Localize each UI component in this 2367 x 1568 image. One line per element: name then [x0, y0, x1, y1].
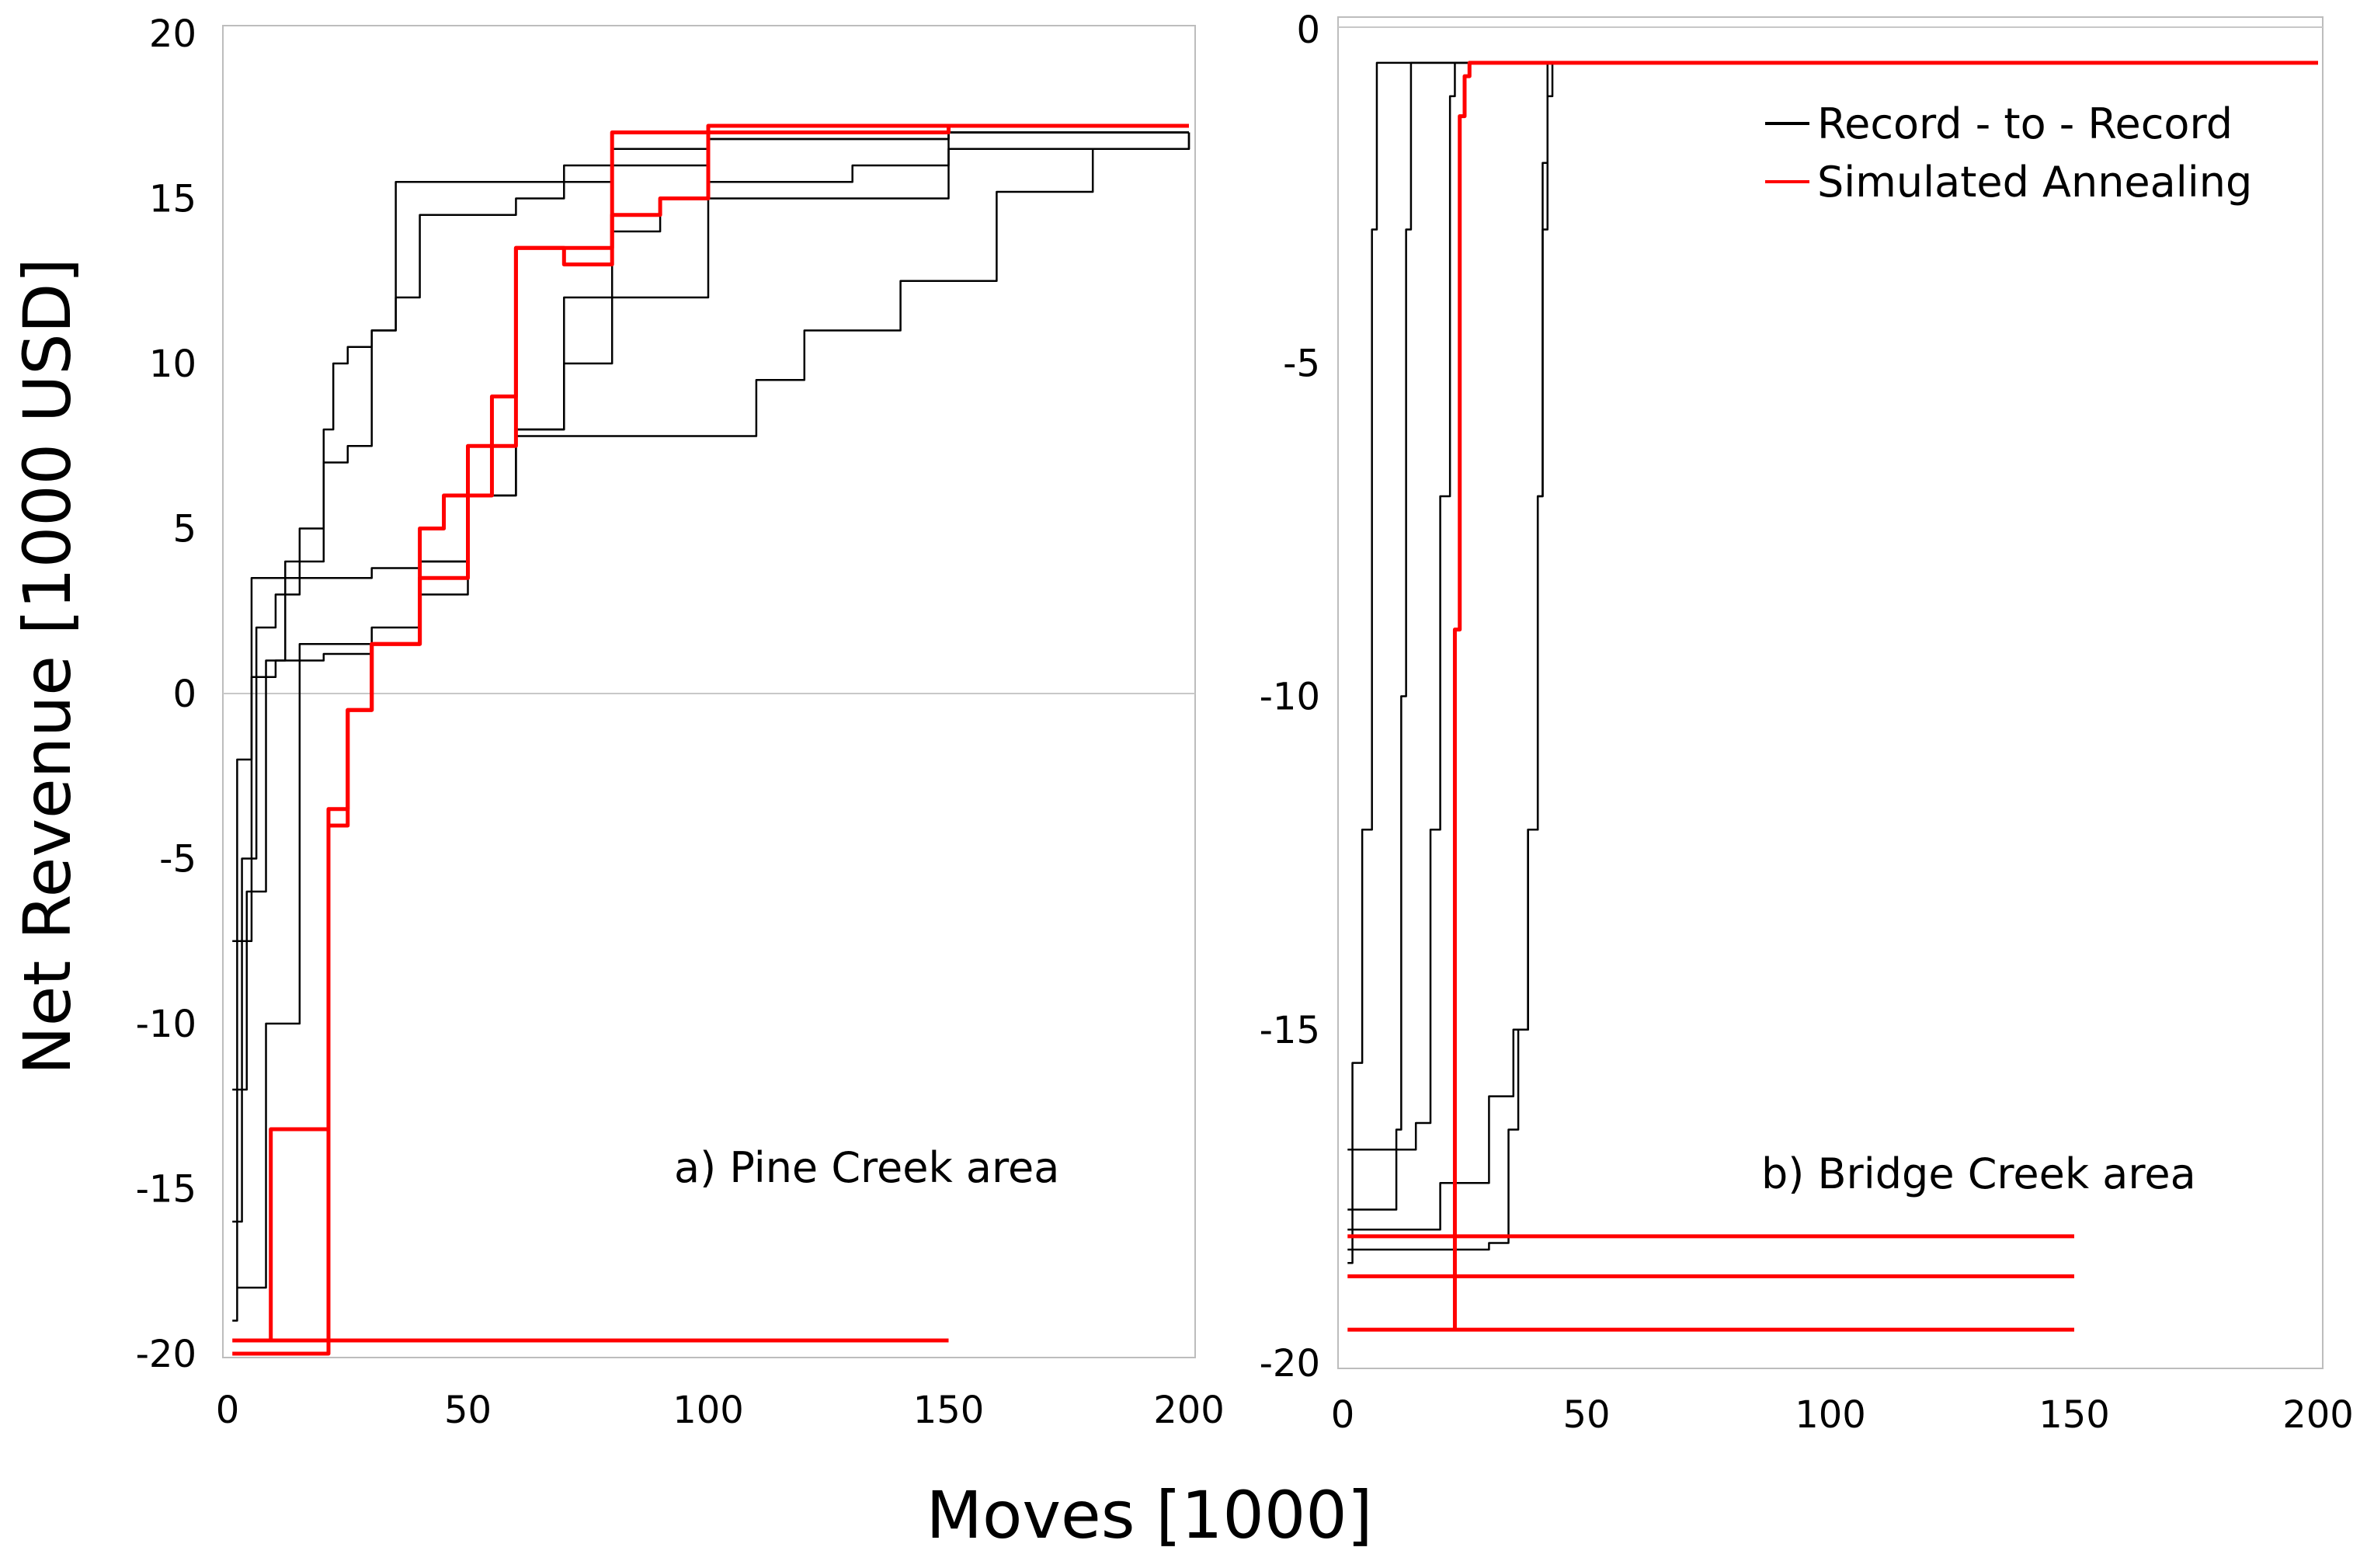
panel-a-y-tick-1: 15 [149, 178, 196, 221]
panel-a-series-rtr-4 [237, 132, 1190, 1289]
panel-b-x-tick-4: 200 [2282, 1393, 2354, 1437]
panel-b-series-rtr-2 [1347, 61, 2318, 1151]
panel-a-series-rtr-3 [232, 132, 1190, 942]
panel-b-y-tick-labels: 0 -5 -10 -15 -20 [1260, 9, 1320, 1385]
panel-a-y-tick-2: 10 [149, 342, 196, 386]
panel-b-series-rtr-0 [1347, 61, 2318, 1264]
panel-a-y-tick-labels: 20 15 10 5 0 -5 -10 -15 -20 [136, 12, 196, 1376]
panel-b-series-sa-8 [1452, 61, 2318, 1330]
legend-label-simulated-annealing: Simulated Annealing [1817, 158, 2252, 207]
panel-a-x-tick-1: 50 [444, 1389, 492, 1432]
panel-b-y-tick-1: -5 [1283, 342, 1320, 385]
panel-a-y-tick-4: 0 [172, 673, 196, 716]
panel-b-x-tick-0: 0 [1331, 1393, 1355, 1437]
panel-a-y-tick-0: 20 [149, 12, 196, 56]
panel-a-y-tick-3: 5 [172, 508, 196, 551]
x-axis-title: Moves [1000] [926, 1477, 1372, 1553]
panel-b-x-tick-1: 50 [1562, 1393, 1610, 1437]
panel-a-y-tick-5: -5 [159, 838, 196, 881]
panel-a-y-tick-7: -15 [136, 1168, 196, 1212]
y-axis-title: Net Revenue [1000 USD] [9, 258, 85, 1075]
panel-b-annotation: b) Bridge Creek area [1761, 1149, 2196, 1198]
legend-label-record-to-record: Record - to - Record [1817, 99, 2233, 148]
panel-a-series-rtr-1 [232, 131, 1189, 1223]
legend: Record - to - Record Simulated Annealing [1765, 99, 2252, 207]
panel-b-series-rtr-3 [1347, 61, 2318, 1231]
panel-b-y-tick-2: -10 [1260, 676, 1320, 719]
panel-a-x-tick-4: 200 [1153, 1389, 1225, 1432]
panel-a-frame [222, 25, 1196, 1358]
panel-b-y-tick-0: 0 [1296, 9, 1320, 52]
panel-b-series [1347, 61, 2318, 1332]
panel-b-x-tick-3: 150 [2039, 1393, 2110, 1437]
panel-a-series-sa-6 [232, 123, 1189, 1356]
panel-a-x-tick-3: 150 [913, 1389, 985, 1432]
panel-a-annotation: a) Pine Creek area [674, 1143, 1059, 1192]
panel-a-y-tick-6: -10 [136, 1003, 196, 1046]
panel-a-series-rtr-0 [232, 131, 1189, 1322]
panel-a-x-tick-2: 100 [673, 1389, 744, 1432]
panel-a-series [232, 123, 1190, 1356]
panel-b-x-tick-2: 100 [1795, 1393, 1866, 1437]
panel-a-x-tick-0: 0 [216, 1389, 240, 1432]
panel-b-frame [1337, 16, 2324, 1369]
panel-b-y-tick-4: -20 [1260, 1342, 1320, 1385]
panel-a-series-rtr-2 [232, 131, 1189, 1091]
panel-b-bridge-creek: 0 -5 -10 -15 -20 0 50 100 150 200 b) Bridge Cree… [1260, 9, 2354, 1437]
panel-b-series-rtr-4 [1347, 61, 2318, 1251]
panel-a-y-tick-8: -20 [136, 1333, 196, 1376]
panel-a-series-sa-7 [266, 123, 1189, 1343]
panel-b-y-tick-3: -15 [1260, 1009, 1320, 1052]
panel-a-x-tick-labels: 0 50 100 150 200 [216, 1389, 1225, 1432]
panel-b-x-tick-labels: 0 50 100 150 200 [1331, 1393, 2354, 1437]
panel-b-series-rtr-1 [1347, 61, 2318, 1211]
